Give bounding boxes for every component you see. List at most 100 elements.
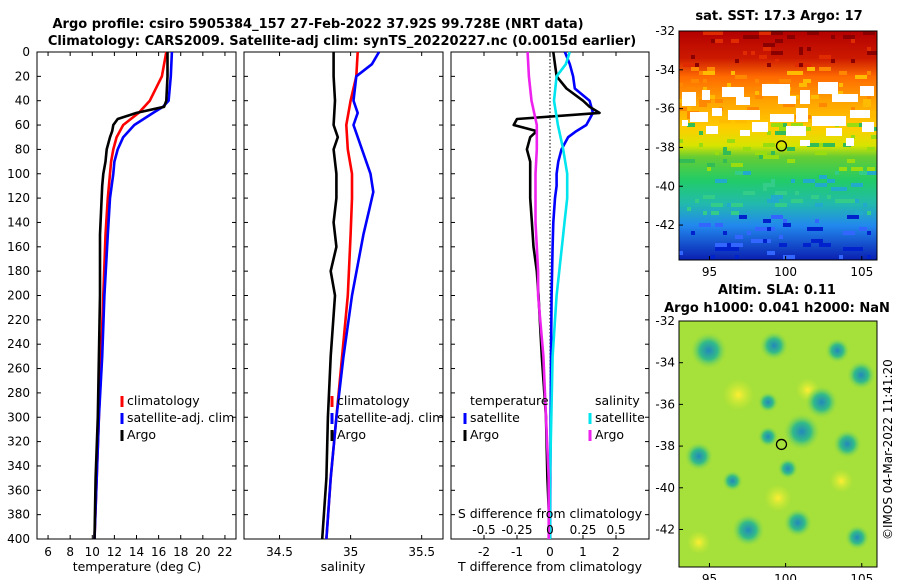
sst-pixel (715, 247, 727, 251)
sst-pixel (763, 187, 767, 191)
map-x-tick-label: 95 (702, 572, 717, 580)
depth-tick-label: 320 (7, 435, 30, 449)
series-line-t-satellite (548, 51, 595, 540)
sst-pixel (839, 71, 847, 75)
sst-pixel (779, 79, 791, 83)
sst-pixel (815, 219, 819, 223)
sst-pixel (811, 239, 823, 243)
sla-low-eddy (833, 430, 862, 458)
sst-pixel (859, 227, 867, 231)
sst-pixel (835, 199, 847, 203)
sst-pixel (863, 103, 871, 107)
sst-pixel (771, 123, 783, 127)
sst-pixel (695, 63, 699, 67)
x-tick-label: 1 (579, 545, 587, 559)
x-tick-label: 6 (44, 545, 52, 559)
figure-title-line2: Climatology: CARS2009. Satellite-adj cli… (48, 34, 636, 49)
sst-pixel (743, 171, 751, 175)
depth-tick-label: 280 (7, 386, 30, 400)
map-y-tick-label: -40 (655, 179, 675, 193)
sla-low-eddy (760, 331, 789, 360)
sst-pixel (763, 219, 771, 223)
depth-tick-label: 60 (15, 118, 30, 132)
sst-pixel (679, 139, 683, 143)
series-line-argo (320, 52, 340, 540)
sst-pixel (755, 87, 767, 91)
sla-low-eddy (684, 442, 713, 471)
sst-pixel (767, 131, 771, 135)
sst-pixel (799, 83, 807, 87)
sst-pixel (863, 31, 867, 35)
sst-pixel (731, 211, 739, 215)
sst-pixel (743, 191, 755, 195)
legend-climatology-label: climatology (127, 393, 200, 408)
depth-tick-label: 20 (15, 69, 30, 83)
depth-tick-label: 380 (7, 508, 30, 522)
sst-pixel (787, 147, 795, 151)
sst-pixel (819, 175, 827, 179)
sla-low-eddy (845, 525, 870, 550)
sst-pixel (731, 247, 735, 251)
x-top-tick-label: 0.25 (570, 523, 597, 537)
sla-heatmap (679, 321, 877, 567)
sst-pixel (703, 87, 707, 91)
sst-axes: 95 100 105 -32 -34 -36 -38 -40 -42 (655, 24, 873, 279)
map-y-tick-label: -38 (655, 140, 675, 154)
sst-pixel (703, 211, 707, 215)
map-y-tick-label: -32 (655, 314, 675, 328)
sst-pixel (719, 119, 731, 123)
sst-pixel (803, 243, 811, 247)
sla-high-eddy (829, 468, 854, 493)
salinity-legend: climatology satellite-adj. clim Argo (330, 393, 444, 442)
sst-pixel (727, 83, 731, 87)
sst-pixel (731, 39, 739, 43)
depth-tick-label: 300 (7, 410, 30, 424)
sst-pixel (775, 155, 779, 159)
sst-pixel (815, 227, 823, 231)
x-tick-label: -1 (511, 545, 523, 559)
sst-pixel (799, 63, 803, 67)
sst-pixel (775, 59, 779, 63)
sst-pixel (831, 35, 835, 39)
sst-pixel (747, 35, 759, 39)
sst-pixel (767, 63, 771, 67)
sst-pixel (763, 183, 775, 187)
depth-tick-label: 0 (22, 45, 30, 59)
sla-low-eddy (690, 332, 727, 369)
sla-low-eddy (783, 508, 812, 537)
sal-legend-argo-label: Argo (337, 427, 366, 442)
sst-pixel (783, 219, 787, 223)
sst-pixel (715, 223, 723, 227)
series-line-s-satellite (548, 51, 572, 539)
sst-pixel (775, 39, 783, 43)
sst-pixel (803, 119, 815, 123)
sst-pixel (843, 247, 851, 251)
x-tick-label: 18 (173, 545, 188, 559)
salinity-panel-frame (243, 51, 444, 540)
sst-pixel (715, 151, 719, 155)
sst-pixel (759, 155, 763, 159)
sst-pixel (867, 95, 871, 99)
sst-pixel (803, 79, 811, 83)
sst-pixel (679, 251, 683, 255)
sla-map-subtitle: Argo h1000: 0.041 h2000: NaN (664, 301, 890, 316)
sst-pixel (731, 71, 735, 75)
sst-pixel (847, 215, 859, 219)
x-top-tick-label: -0.25 (501, 523, 532, 537)
sst-pixel (807, 67, 815, 71)
sst-pixel (843, 35, 855, 39)
depth-tick-label: 160 (7, 240, 30, 254)
sst-pixel (747, 87, 751, 91)
difference-xlabel: T difference from climatology (457, 559, 643, 574)
sst-pixel (811, 95, 819, 99)
sst-pixel (827, 195, 831, 199)
sst-pixel (735, 235, 743, 239)
sst-pixel (847, 123, 859, 127)
sst-pixel (771, 51, 783, 55)
map-y-tick-label: -40 (655, 481, 675, 495)
x-tick-label: 14 (129, 545, 144, 559)
diff-legend-salinity-title: salinity (595, 393, 640, 408)
sst-pixel (727, 203, 731, 207)
diff-legend-t-satellite-label: satellite (470, 410, 520, 425)
depth-tick-label: 80 (15, 142, 30, 156)
